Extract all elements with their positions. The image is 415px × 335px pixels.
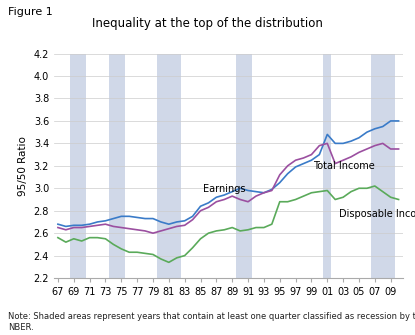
Bar [110, 54, 125, 278]
Y-axis label: 95/50 Ratio: 95/50 Ratio [18, 136, 28, 196]
Bar [371, 54, 395, 278]
Text: Note: Shaded areas represent years that contain at least one quarter classified : Note: Shaded areas represent years that … [8, 312, 415, 332]
Text: Earnings: Earnings [203, 184, 245, 194]
Bar [70, 54, 85, 278]
Text: Figure 1: Figure 1 [8, 7, 53, 17]
Text: Disposable Income: Disposable Income [339, 209, 415, 219]
Bar [236, 54, 252, 278]
Text: Total Income: Total Income [313, 161, 375, 171]
Bar [323, 54, 331, 278]
Bar [157, 54, 181, 278]
Text: Inequality at the top of the distribution: Inequality at the top of the distributio… [92, 17, 323, 30]
